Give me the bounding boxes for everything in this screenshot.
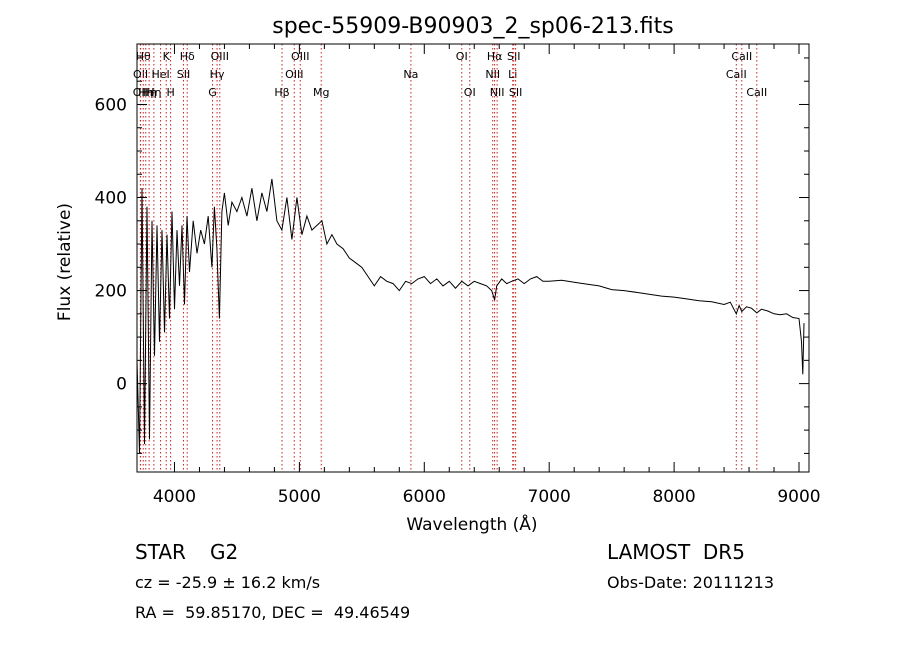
line-label-4: Hη — [141, 86, 156, 99]
line-label-11: G — [208, 86, 217, 99]
line-label-23: NII — [490, 86, 505, 99]
y-tick-label-2: 400 — [95, 189, 127, 209]
object-subclass: G2 — [210, 540, 239, 564]
line-label-22: Hα — [487, 50, 503, 63]
line-label-6: HeI — [151, 68, 169, 81]
line-label-28: CaII — [731, 50, 752, 63]
line-label-14: Hβ — [274, 86, 289, 99]
line-label-21: NII — [485, 68, 500, 81]
survey-name: LAMOST DR5 — [607, 540, 745, 564]
emission-line-markers: OIIOIIHθHηHηHηHeIKHSIIHδGHγOIIIHβOIIIOII… — [133, 44, 767, 472]
line-label-8: H — [166, 86, 174, 99]
spectrum-series — [136, 178, 805, 454]
object-class: STAR — [135, 540, 186, 564]
x-tick-label-3: 7000 — [528, 487, 571, 507]
line-label-27: CaII — [726, 68, 747, 81]
axes: 4000 5000 6000 7000 8000 9000 0 200 400 600 — [95, 44, 821, 507]
line-label-25: SII — [507, 50, 520, 63]
x-tick-label-1: 5000 — [278, 487, 321, 507]
chart-title: spec-55909-B90903_2_sp06-213.fits — [272, 14, 674, 39]
spectrum-line-0 — [136, 178, 805, 454]
sky-coordinates: RA = 59.85170, DEC = 49.46549 — [135, 603, 411, 622]
line-label-20: OI — [464, 86, 476, 99]
line-label-26: SII — [509, 86, 522, 99]
plot-frame — [136, 43, 810, 473]
line-label-2: Hθ — [136, 50, 151, 63]
line-label-7: K — [163, 50, 171, 63]
redshift-velocity: cz = -25.9 ± 16.2 km/s — [135, 573, 321, 592]
line-label-19: OI — [456, 50, 468, 63]
x-tick-label-4: 8000 — [652, 487, 695, 507]
y-tick-label-0: 0 — [116, 375, 127, 395]
spectrum-chart: spec-55909-B90903_2_sp06-213.fits OII OII… — [55, 14, 821, 535]
line-label-15: OIII — [285, 68, 303, 81]
line-label-9: SII — [177, 68, 190, 81]
line-label-10: Hδ — [180, 50, 195, 63]
line-label-17: Mg — [313, 86, 329, 99]
line-label-18: Na — [403, 68, 418, 81]
observation-date: Obs-Date: 20111213 — [607, 573, 775, 592]
line-label-1: OII — [133, 68, 148, 81]
line-label-5: Hη — [146, 86, 161, 99]
x-axis-label: Wavelength (Å) — [406, 513, 537, 535]
x-tick-label-0: 4000 — [153, 487, 196, 507]
line-label-16: OIII — [291, 50, 309, 63]
line-label-29: CaII — [746, 86, 767, 99]
x-tick-label-5: 9000 — [777, 487, 820, 507]
y-axis-label: Flux (relative) — [55, 203, 75, 321]
x-tick-label-2: 6000 — [403, 487, 446, 507]
line-label-13: OIII — [211, 50, 229, 63]
line-label-12: Hγ — [210, 68, 225, 81]
y-tick-label-3: 600 — [95, 95, 127, 115]
y-tick-label-1: 200 — [95, 282, 127, 302]
line-label-24: Li — [508, 68, 517, 81]
